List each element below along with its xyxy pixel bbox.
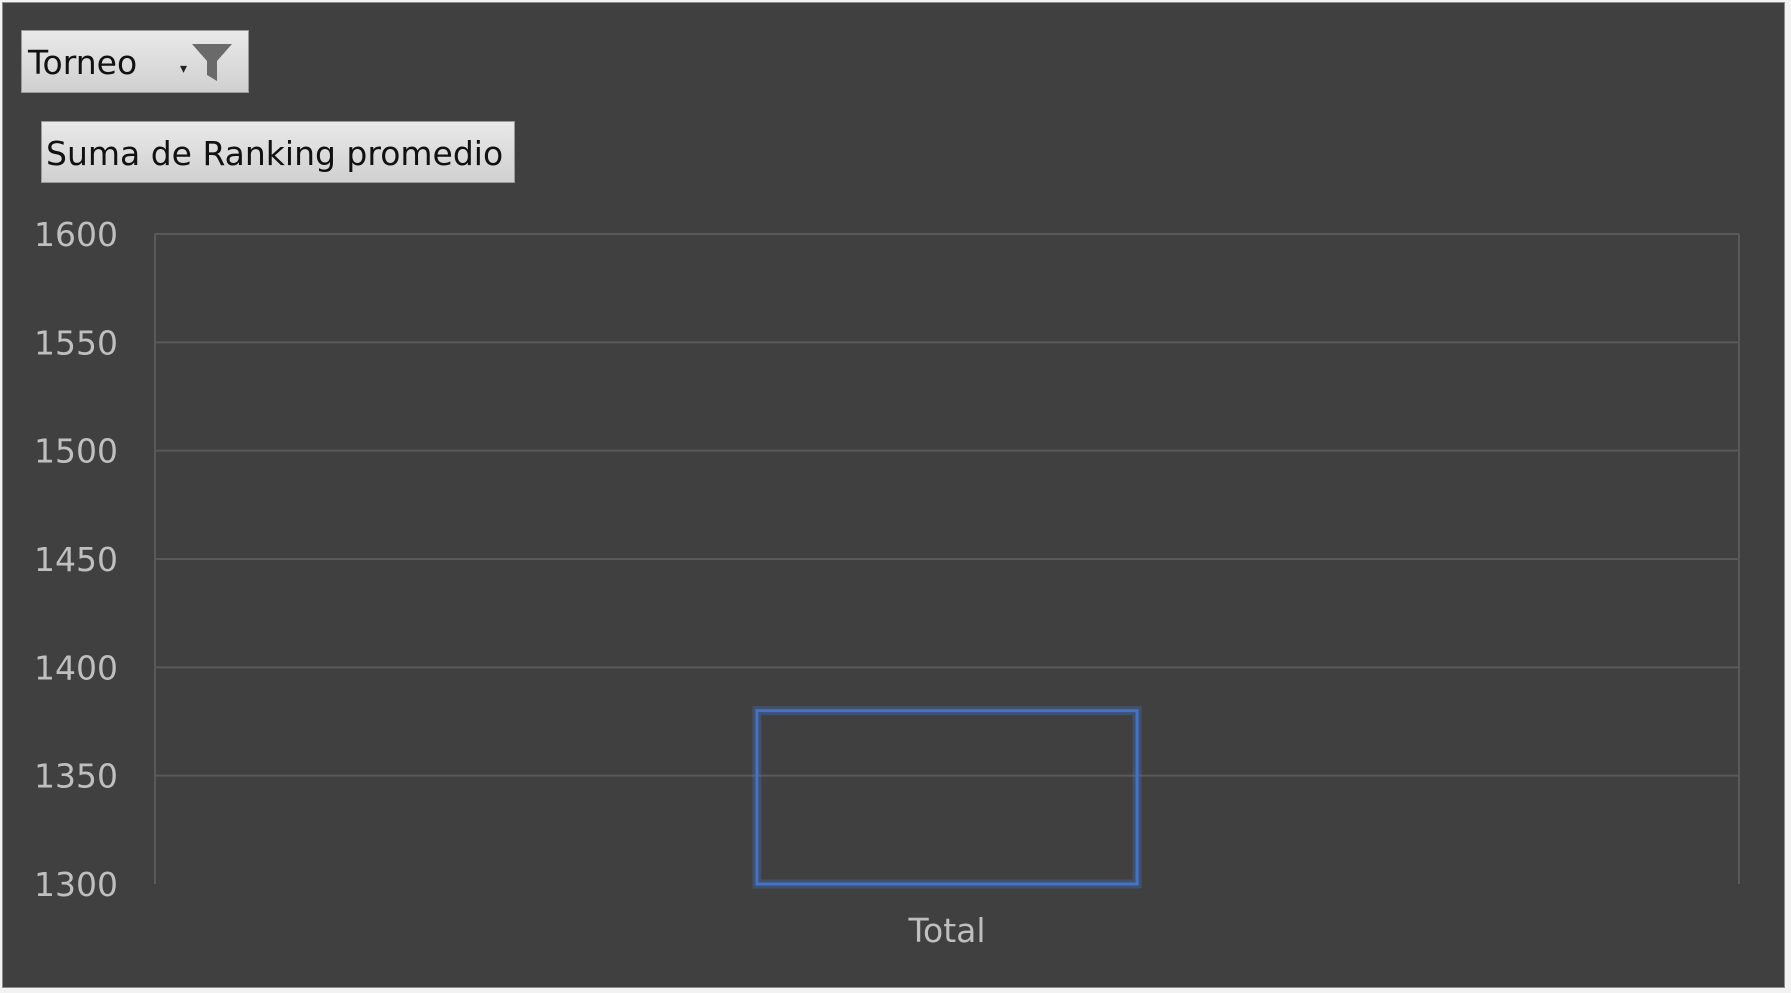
chevron-down-icon: ▾ <box>180 61 188 77</box>
filter-field-button[interactable]: Torneo ▾ <box>21 30 249 93</box>
y-tick-label: 1400 <box>34 648 118 687</box>
y-tick-label: 1350 <box>34 757 118 796</box>
y-tick-label: 1550 <box>34 323 118 362</box>
y-tick-label: 1600 <box>34 215 118 254</box>
y-tick-label: 1450 <box>34 540 118 579</box>
funnel-filter-icon <box>192 44 232 81</box>
bar-total <box>755 709 1139 886</box>
filter-field-label: Torneo <box>28 43 138 82</box>
value-field-button[interactable]: Suma de Ranking promedio <box>41 121 515 183</box>
y-tick-label: 1300 <box>34 865 118 904</box>
value-field-label: Suma de Ranking promedio <box>46 134 504 173</box>
bar-selection-glow <box>752 706 1142 889</box>
x-tick-label: Total <box>907 911 985 950</box>
y-tick-label: 1500 <box>34 432 118 471</box>
chart-plot: 1300 1350 1400 1450 1500 1550 1600 Total <box>34 215 1740 950</box>
